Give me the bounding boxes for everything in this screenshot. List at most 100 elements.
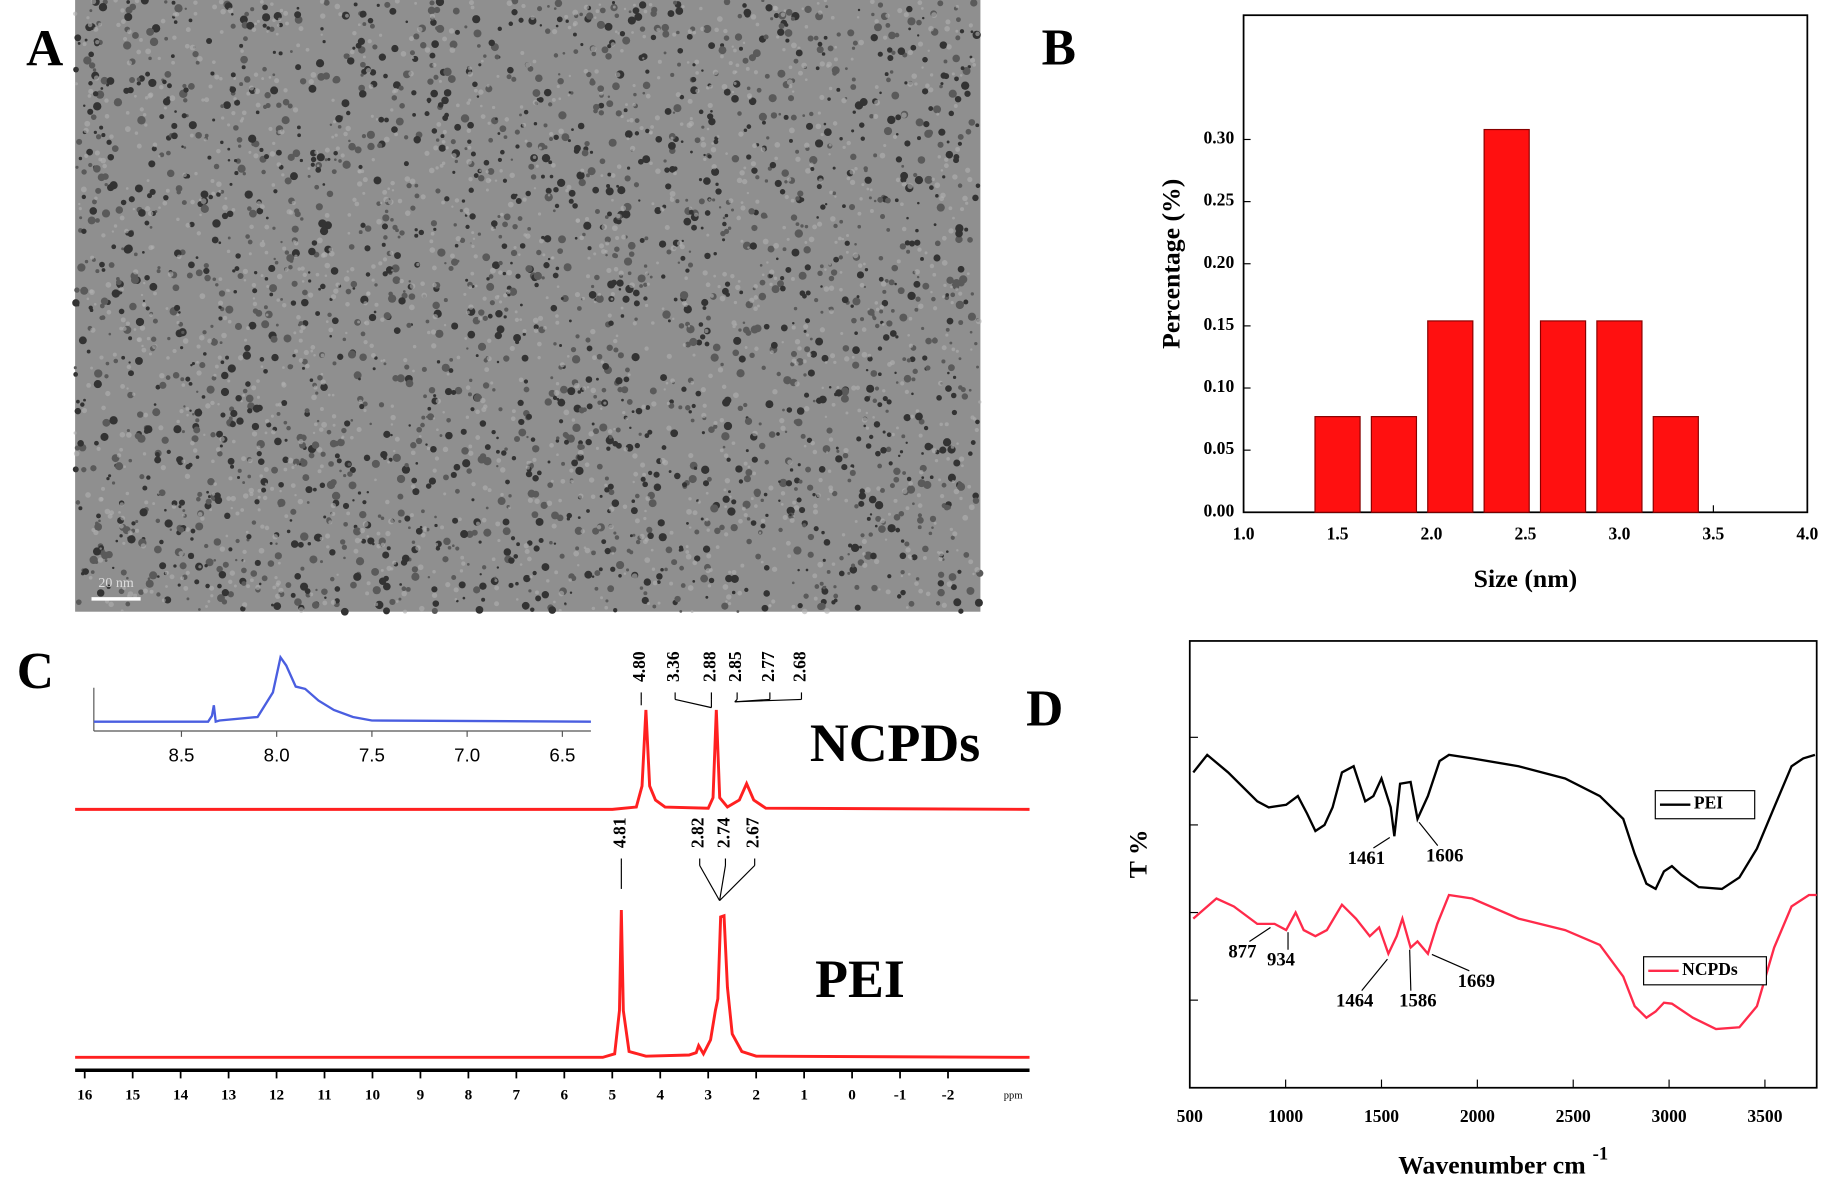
grain [824,286,830,292]
grain [604,484,607,487]
grain [89,576,93,580]
particle [212,118,215,121]
particle [83,105,85,107]
particle [850,304,853,307]
particle [813,400,816,403]
grain [820,61,825,66]
particle [908,28,911,31]
particle [95,188,101,194]
particle [421,509,425,513]
particle [626,568,629,571]
particle [760,523,765,528]
grain [197,56,203,62]
grain [928,87,933,92]
grain [270,2,274,6]
particle [673,111,675,113]
particle [189,409,191,411]
grain [419,435,422,438]
grain [663,460,669,466]
particle [182,430,185,433]
particle [735,465,742,472]
particle [320,284,326,290]
particle [895,335,898,338]
particle [82,195,86,199]
grain [907,183,913,189]
particle [532,475,539,482]
grain [789,127,795,133]
grain [734,82,737,85]
particle [518,216,523,221]
particle [234,159,237,162]
particle [444,298,448,302]
grain [376,219,382,225]
grain [900,202,904,206]
grain [278,130,282,134]
grain [967,272,970,275]
x-tick-label: 8 [465,1086,473,1103]
grain [461,561,465,565]
grain [260,0,264,4]
peak-annotation: 1461 [1348,848,1385,869]
grain [935,459,938,462]
grain [703,270,708,275]
grain [757,305,760,308]
particle [348,350,356,358]
grain [952,480,955,483]
particle [780,276,784,280]
particle [791,214,797,220]
grain [847,141,851,145]
particle [742,3,747,8]
particle [851,563,855,567]
particle [342,161,350,169]
grain [706,282,711,287]
particle [431,40,439,48]
grain [713,70,718,75]
grain [137,144,142,149]
particle [699,322,704,327]
particle [608,96,610,98]
grain [380,202,382,204]
particle [173,425,181,433]
particle [207,156,211,160]
particle [937,589,944,596]
grain [843,448,848,453]
grain [670,191,676,197]
grain [295,464,297,466]
particle [255,310,262,317]
particle [609,139,617,147]
grain [838,237,842,241]
grain [90,327,95,332]
grain [149,313,153,317]
particle [366,272,371,277]
grain [284,514,288,518]
particle [918,156,926,164]
grain [805,25,809,29]
particle [320,27,323,30]
grain [171,61,175,65]
particle [960,29,964,33]
grain [196,361,199,364]
grain [124,229,129,234]
grain [190,134,194,138]
particle [528,589,531,592]
particle [972,195,978,201]
grain [455,598,458,601]
grain [258,489,262,493]
particle [749,353,754,358]
particle [442,364,450,372]
particle [263,369,268,374]
grain [194,172,197,175]
particle [189,121,197,129]
grain [242,602,247,607]
grain [829,489,834,494]
particle [612,499,620,507]
grain [126,432,132,438]
particle [298,323,301,326]
particle [360,62,366,68]
grain [942,345,947,350]
particle [81,467,86,472]
grain [122,327,126,331]
grain [695,89,699,93]
particle [415,462,418,465]
particle [76,500,81,505]
